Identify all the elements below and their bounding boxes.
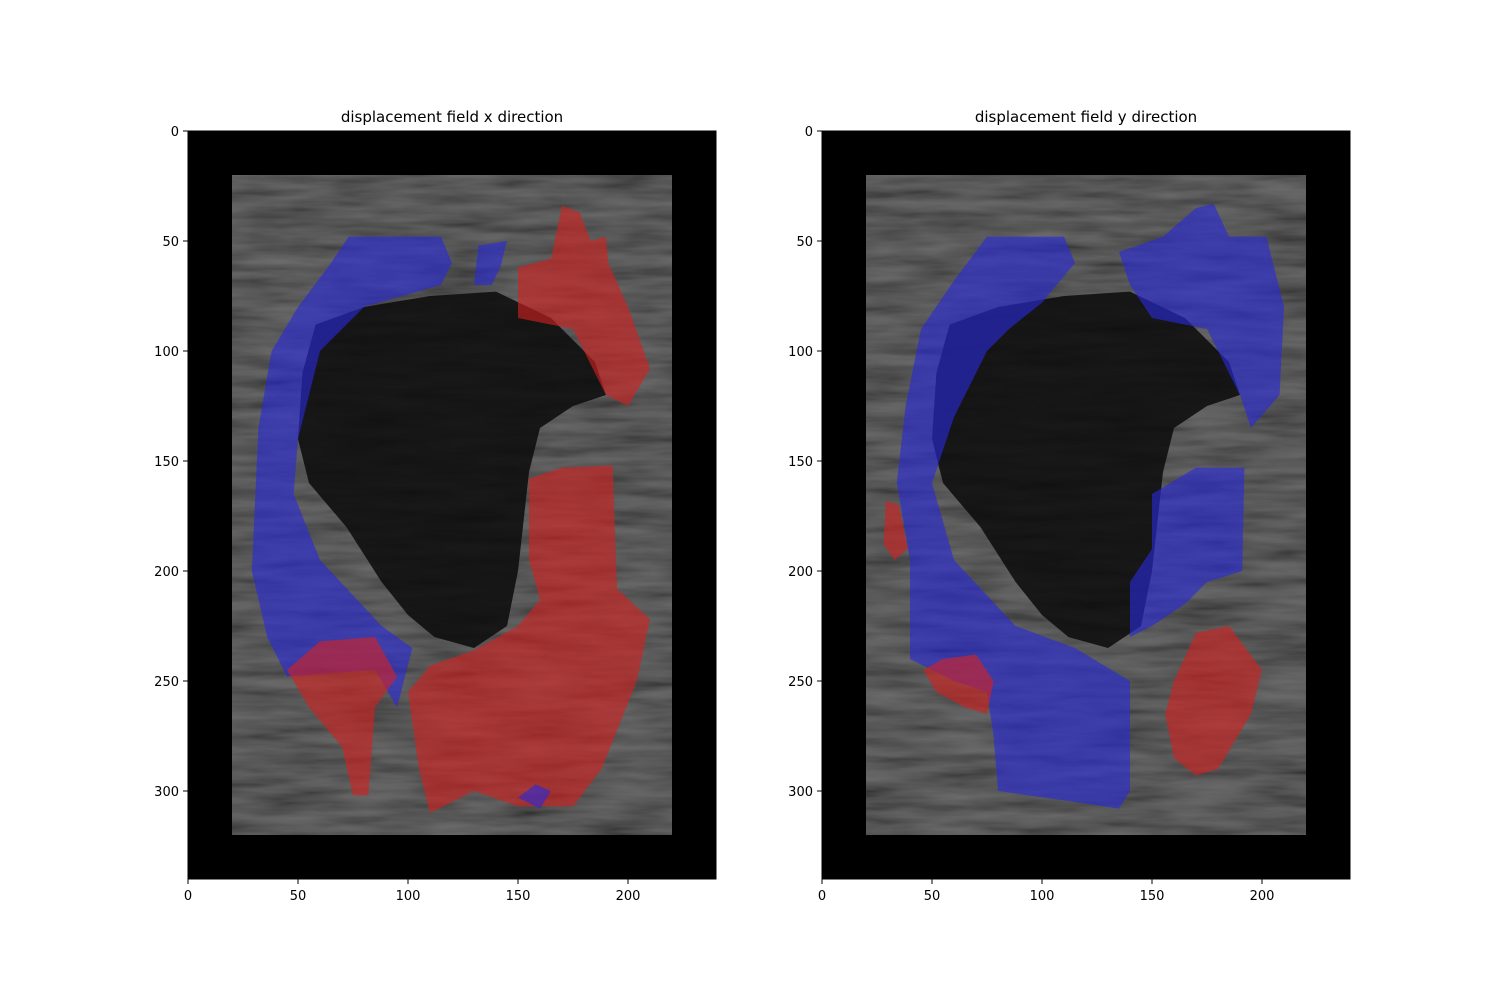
displacement-region-positive <box>883 500 908 560</box>
y-tick-label: 100 <box>154 345 179 360</box>
displacement-region-negative <box>251 236 452 708</box>
chart-title: displacement field x direction <box>341 108 563 126</box>
y-tick-label: 250 <box>154 675 179 690</box>
y-tick-label: 0 <box>171 125 179 140</box>
y-tick-label: 100 <box>788 345 813 360</box>
y-tick-label: 50 <box>162 235 179 250</box>
displacement-region-positive <box>287 637 397 796</box>
axes-frame <box>187 130 717 880</box>
displacement-region-positive <box>1165 626 1262 776</box>
cavity-region <box>932 291 1240 648</box>
x-tick-label: 100 <box>1030 889 1055 904</box>
x-tick-label: 0 <box>818 889 826 904</box>
displacement-region-negative <box>518 784 551 809</box>
y-tick-label: 50 <box>796 235 813 250</box>
displacement-region-positive <box>408 465 650 813</box>
x-tick-label: 0 <box>184 889 192 904</box>
cavity-region <box>298 291 606 648</box>
x-tick-label: 200 <box>1250 889 1275 904</box>
x-tick-label: 100 <box>396 889 421 904</box>
y-tick-label: 300 <box>788 785 813 800</box>
x-tick-label: 200 <box>616 889 641 904</box>
y-tick-label: 200 <box>154 565 179 580</box>
displacement-region-positive <box>923 654 994 714</box>
x-tick-label: 50 <box>290 889 307 904</box>
chart-title: displacement field y direction <box>975 108 1197 126</box>
x-tick-label: 150 <box>1140 889 1165 904</box>
axes-frame <box>821 130 1351 880</box>
displacement-region-negative <box>1130 467 1245 637</box>
y-tick-label: 200 <box>788 565 813 580</box>
y-tick-label: 250 <box>788 675 813 690</box>
displacement-region-negative <box>1119 203 1284 428</box>
x-tick-label: 50 <box>924 889 941 904</box>
x-tick-label: 150 <box>506 889 531 904</box>
y-tick-label: 150 <box>788 455 813 470</box>
displacement-region-positive <box>518 205 650 406</box>
displacement-region-negative <box>474 241 507 285</box>
y-tick-label: 0 <box>805 125 813 140</box>
y-tick-label: 150 <box>154 455 179 470</box>
y-tick-label: 300 <box>154 785 179 800</box>
